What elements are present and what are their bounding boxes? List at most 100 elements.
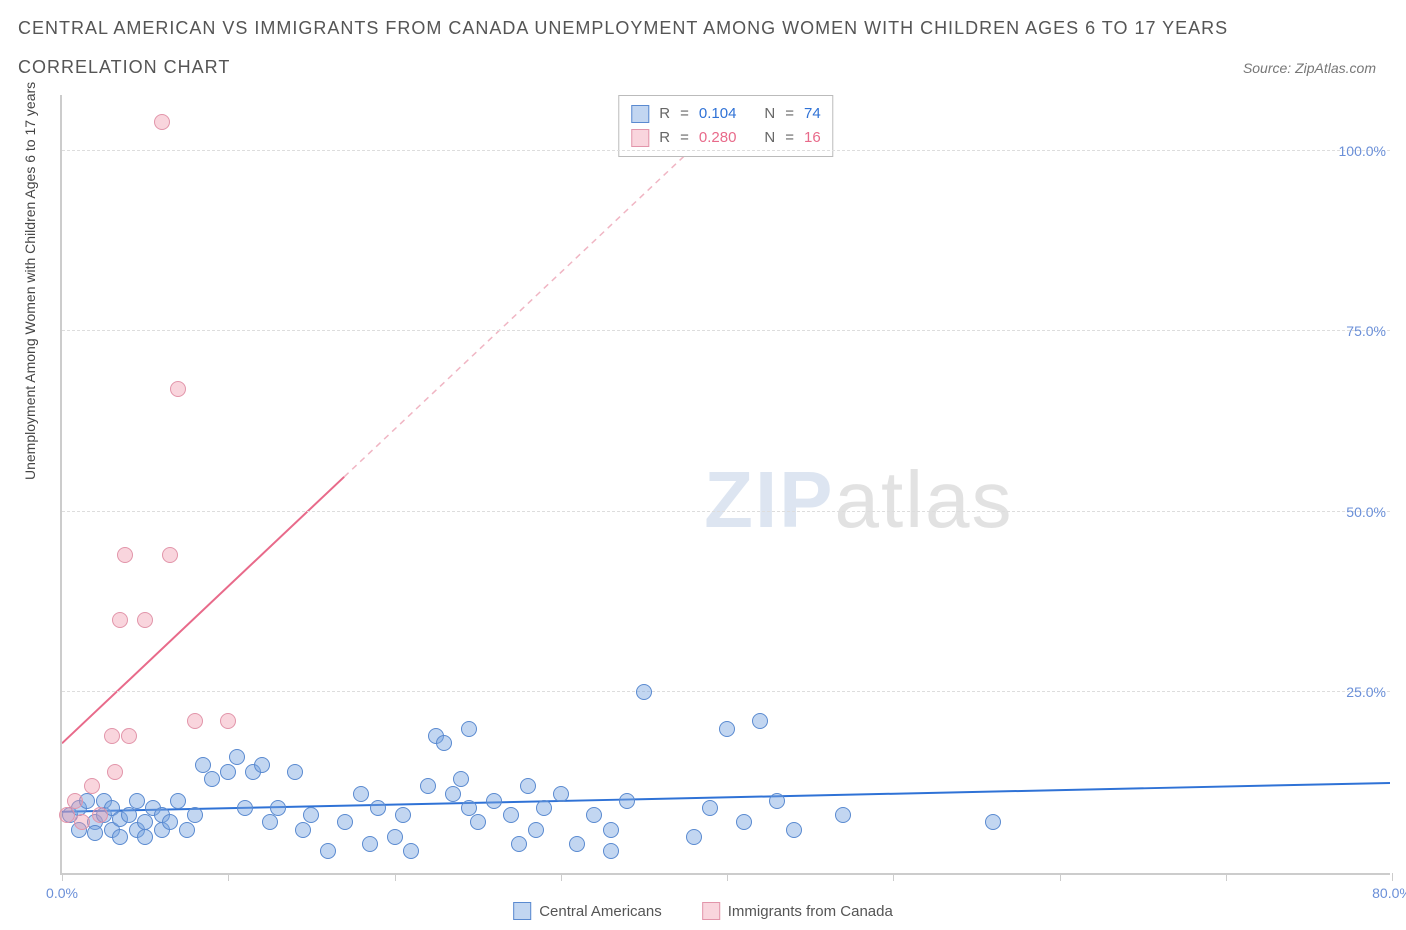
data-point [536, 800, 552, 816]
grid-line [62, 150, 1390, 151]
x-tick [1060, 873, 1061, 881]
trend-line [62, 477, 344, 744]
x-tick [727, 873, 728, 881]
data-point [262, 814, 278, 830]
data-point [603, 822, 619, 838]
data-point [985, 814, 1001, 830]
stat-r-value: 0.104 [699, 102, 737, 126]
data-point [520, 778, 536, 794]
data-point [84, 778, 100, 794]
legend-swatch [513, 902, 531, 920]
legend-swatch [631, 129, 649, 147]
data-point [303, 807, 319, 823]
data-point [162, 547, 178, 563]
data-point [470, 814, 486, 830]
data-point [511, 836, 527, 852]
stat-r-label: R [659, 102, 670, 126]
data-point [195, 757, 211, 773]
data-point [387, 829, 403, 845]
stats-box: R=0.104N=74R=0.280N=16 [618, 95, 833, 157]
data-point [220, 713, 236, 729]
data-point [619, 793, 635, 809]
data-point [461, 721, 477, 737]
x-tick [561, 873, 562, 881]
stat-n-value: 74 [804, 102, 821, 126]
data-point [59, 807, 75, 823]
data-point [187, 807, 203, 823]
x-tick [395, 873, 396, 881]
data-point [179, 822, 195, 838]
data-point [112, 612, 128, 628]
data-point [320, 843, 336, 859]
stat-r-value: 0.280 [699, 126, 737, 150]
data-point [445, 786, 461, 802]
legend-item: Immigrants from Canada [702, 902, 893, 920]
data-point [270, 800, 286, 816]
data-point [107, 764, 123, 780]
data-point [686, 829, 702, 845]
data-point [129, 793, 145, 809]
equals-sign: = [680, 126, 689, 150]
data-point [353, 786, 369, 802]
data-point [370, 800, 386, 816]
data-point [528, 822, 544, 838]
data-point [786, 822, 802, 838]
data-point [237, 800, 253, 816]
data-point [112, 829, 128, 845]
data-point [87, 825, 103, 841]
x-tick [62, 873, 63, 881]
data-point [436, 735, 452, 751]
data-point [461, 800, 477, 816]
equals-sign: = [680, 102, 689, 126]
data-point [204, 771, 220, 787]
stat-n-label: N [764, 126, 775, 150]
equals-sign: = [785, 102, 794, 126]
legend-swatch [702, 902, 720, 920]
legend-label: Immigrants from Canada [728, 903, 893, 920]
legend-swatch [631, 105, 649, 123]
data-point [170, 381, 186, 397]
data-point [74, 814, 90, 830]
data-point [752, 713, 768, 729]
watermark: ZIPatlas [704, 454, 1013, 546]
x-tick [893, 873, 894, 881]
y-tick-label: 75.0% [1346, 323, 1394, 339]
chart-title-line2: CORRELATION CHART [18, 57, 230, 78]
bottom-legend: Central Americans Immigrants from Canada [513, 902, 893, 920]
source-attribution: Source: ZipAtlas.com [1243, 60, 1376, 76]
data-point [121, 807, 137, 823]
data-point [702, 800, 718, 816]
data-point [162, 814, 178, 830]
legend-item: Central Americans [513, 902, 662, 920]
data-point [453, 771, 469, 787]
grid-line [62, 691, 1390, 692]
y-tick-label: 100.0% [1339, 143, 1394, 159]
data-point [603, 843, 619, 859]
chart-title-line1: CENTRAL AMERICAN VS IMMIGRANTS FROM CANA… [18, 18, 1386, 39]
data-point [137, 829, 153, 845]
header: CENTRAL AMERICAN VS IMMIGRANTS FROM CANA… [0, 0, 1406, 78]
trend-line [62, 783, 1390, 812]
data-point [92, 807, 108, 823]
data-point [719, 721, 735, 737]
data-point [553, 786, 569, 802]
data-point [586, 807, 602, 823]
data-point [154, 114, 170, 130]
title-row: CORRELATION CHART Source: ZipAtlas.com [18, 57, 1386, 78]
data-point [362, 836, 378, 852]
data-point [104, 728, 120, 744]
y-tick-label: 50.0% [1346, 504, 1394, 520]
data-point [254, 757, 270, 773]
grid-line [62, 330, 1390, 331]
data-point [287, 764, 303, 780]
x-tick-label: 0.0% [46, 885, 78, 901]
stats-row: R=0.280N=16 [631, 126, 820, 150]
stat-n-label: N [764, 102, 775, 126]
data-point [67, 793, 83, 809]
trend-line [344, 117, 726, 477]
x-tick [228, 873, 229, 881]
data-point [229, 749, 245, 765]
data-point [220, 764, 236, 780]
data-point [569, 836, 585, 852]
stat-n-value: 16 [804, 126, 821, 150]
